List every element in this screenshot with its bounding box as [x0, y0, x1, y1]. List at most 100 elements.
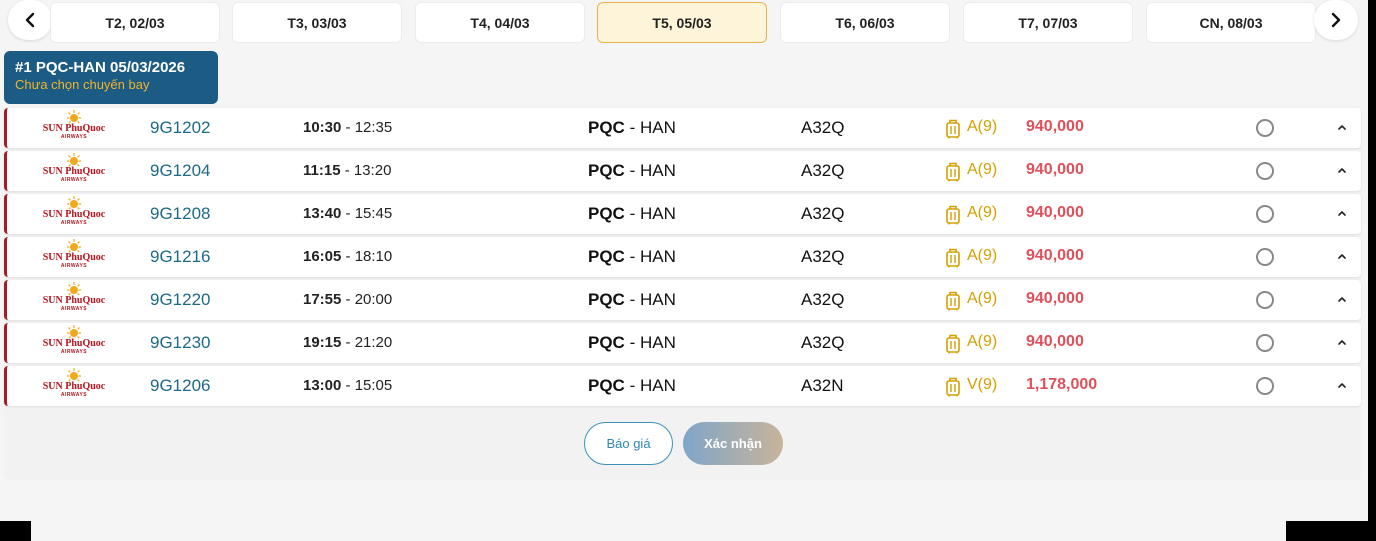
- airline-logo-sub: AIRWAYS: [60, 306, 88, 312]
- flight-row[interactable]: SUN PhuQuoc AIRWAYS 9G1220 17:55 - 20:00…: [4, 280, 1361, 320]
- fare-class: A(9): [967, 290, 998, 307]
- luggage-icon: [946, 334, 960, 354]
- fare-class: A(9): [967, 204, 998, 221]
- sun-icon: [67, 368, 81, 382]
- airline-logo-sub: AIRWAYS: [60, 349, 88, 355]
- flight-row[interactable]: SUN PhuQuoc AIRWAYS 9G1230 19:15 - 21:20…: [4, 323, 1361, 363]
- origin: PQC: [588, 333, 625, 352]
- confirm-button[interactable]: Xác nhận: [683, 422, 783, 465]
- airline-logo: SUN PhuQuoc AIRWAYS: [41, 153, 107, 189]
- luggage-icon: [946, 248, 960, 268]
- aircraft-type: A32Q: [801, 204, 845, 223]
- chevron-up-icon[interactable]: [1337, 208, 1347, 218]
- flight-route: PQC - HAN: [588, 290, 676, 310]
- flight-code: 9G1208: [150, 204, 211, 223]
- flight-times: 10:30 - 12:35: [303, 119, 392, 136]
- chevron-up-icon[interactable]: [1337, 380, 1347, 390]
- flight-code: 9G1204: [150, 161, 211, 180]
- flight-row[interactable]: SUN PhuQuoc AIRWAYS 9G1206 13:00 - 15:05…: [4, 366, 1361, 406]
- date-tab[interactable]: T7, 07/03: [963, 2, 1133, 43]
- arrival-time: - 15:05: [341, 377, 393, 394]
- select-flight-radio[interactable]: [1256, 291, 1274, 309]
- flight-code: 9G1206: [150, 376, 211, 395]
- select-flight-radio[interactable]: [1256, 205, 1274, 223]
- bottom-strip: [31, 521, 1286, 541]
- fare-price: 940,000: [1026, 333, 1084, 350]
- departure-time: 13:00: [303, 377, 342, 394]
- flight-route: PQC - HAN: [588, 118, 676, 138]
- prev-week-button[interactable]: [8, 0, 52, 40]
- airline-logo: SUN PhuQuoc AIRWAYS: [41, 282, 107, 318]
- flight-row[interactable]: SUN PhuQuoc AIRWAYS 9G1216 16:05 - 18:10…: [4, 237, 1361, 277]
- departure-time: 11:15: [303, 162, 341, 179]
- fare-price: 940,000: [1026, 290, 1084, 307]
- chevron-up-icon[interactable]: [1337, 294, 1347, 304]
- sun-icon: [67, 239, 81, 253]
- flight-times: 19:15 - 21:20: [303, 334, 392, 351]
- next-week-button[interactable]: [1314, 0, 1358, 40]
- fare-price: 940,000: [1026, 247, 1084, 264]
- airline-logo-name: SUN PhuQuoc: [42, 252, 106, 263]
- origin: PQC: [588, 290, 625, 309]
- fare-price: 940,000: [1026, 118, 1084, 135]
- fare-class: A(9): [967, 247, 998, 264]
- destination: - HAN: [624, 204, 676, 223]
- date-tab[interactable]: T3, 03/03: [232, 2, 402, 43]
- select-flight-radio[interactable]: [1256, 162, 1274, 180]
- aircraft-type: A32Q: [801, 290, 845, 309]
- origin: PQC: [588, 204, 625, 223]
- date-tab[interactable]: T2, 02/03: [50, 2, 220, 43]
- airline-logo-sub: AIRWAYS: [60, 220, 88, 226]
- quote-button[interactable]: Báo giá: [584, 422, 673, 465]
- airline-logo-name: SUN PhuQuoc: [42, 381, 106, 392]
- leg-status: Chưa chọn chuyến bay: [15, 77, 150, 92]
- sun-icon: [67, 153, 81, 167]
- chevron-up-icon[interactable]: [1337, 165, 1347, 175]
- select-flight-radio[interactable]: [1256, 334, 1274, 352]
- fare-price: 1,178,000: [1026, 376, 1098, 393]
- chevron-up-icon[interactable]: [1337, 251, 1347, 261]
- aircraft-type: A32Q: [801, 161, 845, 180]
- airline-logo-name: SUN PhuQuoc: [42, 123, 106, 134]
- leg-badge[interactable]: #1 PQC-HAN 05/03/2026 Chưa chọn chuyến b…: [4, 51, 218, 104]
- date-tab[interactable]: T4, 04/03: [415, 2, 585, 43]
- luggage-icon: [946, 162, 960, 182]
- flight-code: 9G1216: [150, 247, 211, 266]
- flight-row[interactable]: SUN PhuQuoc AIRWAYS 9G1204 11:15 - 13:20…: [4, 151, 1361, 191]
- select-flight-radio[interactable]: [1256, 119, 1274, 137]
- fare-price: 940,000: [1026, 204, 1084, 221]
- flight-times: 13:40 - 15:45: [303, 205, 392, 222]
- origin: PQC: [588, 376, 625, 395]
- arrival-time: - 20:00: [341, 291, 393, 308]
- date-tab[interactable]: CN, 08/03: [1146, 2, 1316, 43]
- date-tab[interactable]: T6, 06/03: [780, 2, 950, 43]
- luggage-icon: [946, 205, 960, 225]
- flight-times: 13:00 - 15:05: [303, 377, 392, 394]
- luggage-icon: [946, 119, 960, 139]
- airline-logo: SUN PhuQuoc AIRWAYS: [41, 196, 107, 232]
- flight-times: 17:55 - 20:00: [303, 291, 392, 308]
- arrival-time: - 12:35: [341, 119, 393, 136]
- departure-time: 17:55: [303, 291, 342, 308]
- destination: - HAN: [624, 118, 676, 137]
- departure-time: 16:05: [303, 248, 342, 265]
- airline-logo: SUN PhuQuoc AIRWAYS: [41, 239, 107, 275]
- flight-row[interactable]: SUN PhuQuoc AIRWAYS 9G1202 10:30 - 12:35…: [4, 108, 1361, 148]
- select-flight-radio[interactable]: [1256, 377, 1274, 395]
- flight-route: PQC - HAN: [588, 333, 676, 353]
- aircraft-type: A32Q: [801, 118, 845, 137]
- departure-time: 10:30: [303, 119, 342, 136]
- date-tab-active[interactable]: T5, 05/03: [597, 2, 767, 43]
- airline-logo-sub: AIRWAYS: [60, 392, 88, 398]
- chevron-up-icon[interactable]: [1337, 122, 1347, 132]
- flight-route: PQC - HAN: [588, 161, 676, 181]
- flight-row[interactable]: SUN PhuQuoc AIRWAYS 9G1208 13:40 - 15:45…: [4, 194, 1361, 234]
- airline-logo-sub: AIRWAYS: [60, 177, 88, 183]
- chevron-up-icon[interactable]: [1337, 337, 1347, 347]
- aircraft-type: A32Q: [801, 333, 845, 352]
- destination: - HAN: [624, 376, 676, 395]
- airline-logo-sub: AIRWAYS: [60, 134, 88, 140]
- fare-class: V(9): [967, 376, 998, 393]
- select-flight-radio[interactable]: [1256, 248, 1274, 266]
- departure-time: 19:15: [303, 334, 342, 351]
